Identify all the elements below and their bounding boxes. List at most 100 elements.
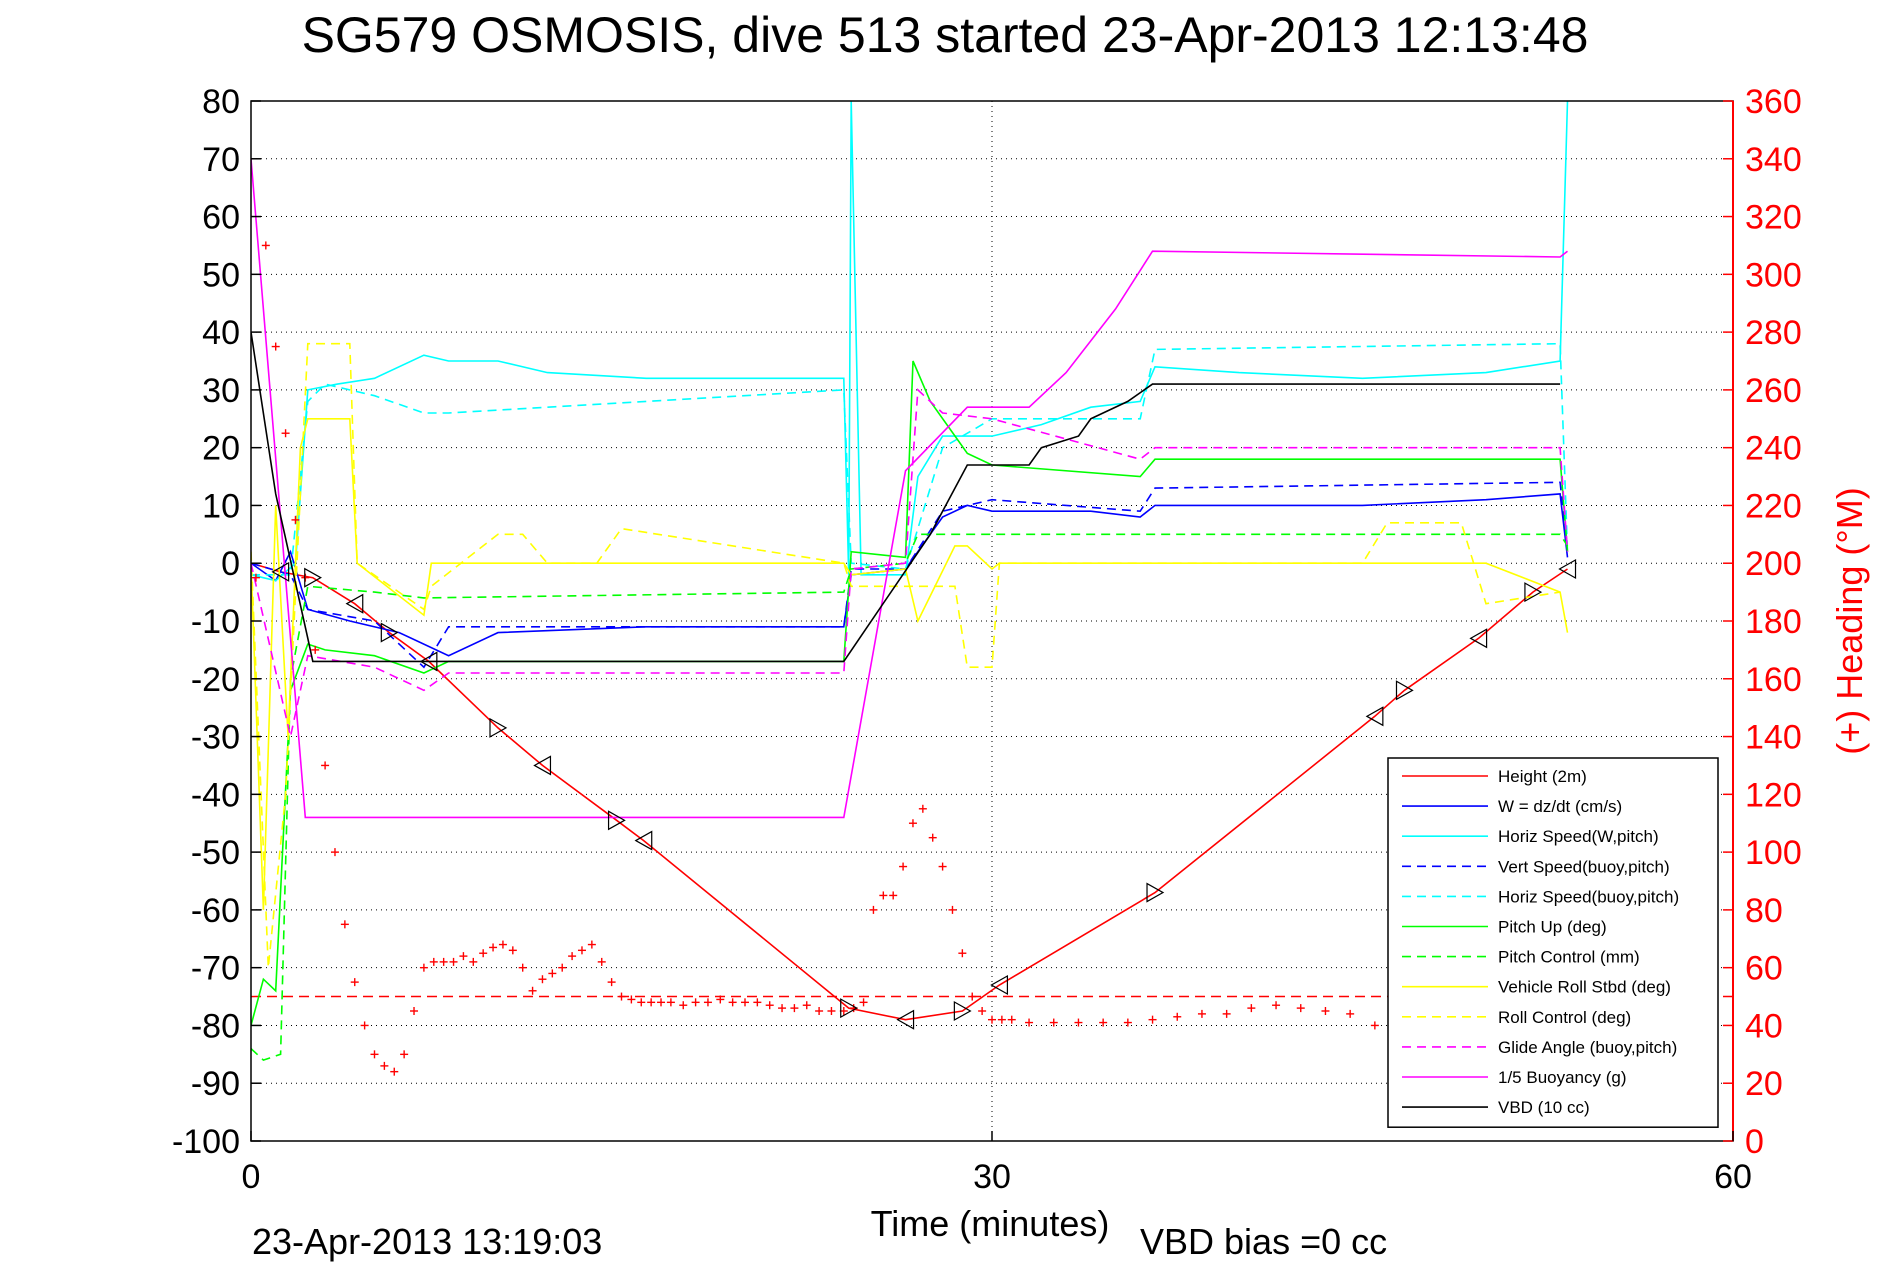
heading-point [311,645,320,654]
heading-point [607,978,616,987]
y-right-tick-label: 280 [1745,314,1802,352]
axis-ticks: 80706050403020100-10-20-30-40-50-60-70-8… [172,83,1802,1196]
heading-point [765,1001,774,1010]
heading-point [1296,1004,1305,1013]
heading-point [1222,1009,1231,1018]
y-right-tick-label: 180 [1745,603,1802,641]
depth-marker [271,561,290,582]
heading-point [968,992,977,1001]
legend-label: Vert Speed(buoy,pitch) [1498,857,1670,876]
series-line-2 [251,101,1569,582]
depth-marker [533,755,552,776]
series-line-10 [251,158,1568,819]
heading-point [1074,1018,1083,1027]
y-left-tick-label: -60 [191,892,240,930]
heading-point [568,952,577,961]
depth-marker [953,1000,972,1022]
heading-point [498,940,507,949]
heading-point [1007,1015,1016,1024]
depth-marker [1558,558,1577,580]
y-right-tick-label: 100 [1745,834,1802,872]
heading-point [390,1067,399,1076]
legend-label: Glide Angle (buoy,pitch) [1498,1038,1677,1057]
y-left-tick-label: -100 [172,1123,240,1161]
y-left-tick-label: 30 [202,372,240,410]
depth-marker [1146,882,1165,903]
y-right-tick-label: 140 [1745,719,1802,757]
depth-marker [1365,706,1384,727]
depth-marker [1524,582,1543,603]
heading-point [1272,1001,1281,1010]
heading-point [1346,1009,1355,1018]
depth-marker [1469,628,1488,649]
y-left-tick-label: -10 [191,603,240,641]
heading-point [741,998,749,1007]
heading-point [978,1007,987,1015]
heading-point [528,986,537,995]
heading-point [597,957,606,966]
heading-point [1247,1004,1256,1013]
y-right-tick-label: 160 [1745,661,1802,699]
y-right-tick-label: 320 [1745,199,1802,237]
heading-point [879,891,888,900]
heading-point [538,975,547,984]
depth-marker [634,830,653,851]
heading-point [419,963,428,972]
y-left-tick-label: -20 [191,661,240,699]
heading-point [1370,1021,1379,1030]
series-line-8 [251,342,1561,968]
depth-marker [990,974,1009,996]
depth-marker [304,567,322,588]
footer-vbd-bias: VBD bias =0 cc [1140,1221,1387,1262]
y-right-tick-label: 300 [1745,256,1802,294]
y-right-tick-label: 80 [1745,892,1783,930]
series-line-6 [251,533,1569,1062]
heading-point [657,998,666,1007]
heading-point [330,848,339,857]
heading-point [753,998,762,1007]
heading-point [679,1001,688,1010]
heading-point [1123,1018,1132,1027]
heading-point [988,1015,996,1024]
heading-point [271,342,280,351]
heading-point [1321,1007,1330,1015]
heading-point [859,998,868,1007]
y-right-tick-label: 360 [1745,83,1802,121]
y-left-tick-label: 50 [202,256,240,294]
y-right-tick-label: 240 [1745,430,1802,468]
legend-label: VBD (10 cc) [1498,1098,1590,1117]
y-left-tick-label: 70 [202,141,240,179]
legend-label: 1/5 Buoyancy (g) [1498,1068,1627,1087]
depth-marker [607,810,626,831]
heading-point [291,515,300,524]
heading-point [802,1001,811,1010]
heading-point [360,1021,369,1030]
heading-point [429,957,438,966]
heading-point [380,1061,389,1070]
heading-point [997,1015,1006,1024]
y-left-tick-label: 40 [202,314,240,352]
series-line-0 [251,562,1568,1021]
y-left-tick-label: -40 [191,776,240,814]
legend-label: Horiz Speed(W,pitch) [1498,827,1659,846]
heading-point [340,920,349,929]
heading-point [1049,1018,1058,1027]
y-right-tick-label: 220 [1745,487,1802,525]
heading-point [889,891,898,900]
heading-point [938,862,947,871]
heading-point [627,995,636,1004]
footer-timestamp: 23-Apr-2013 13:19:03 [252,1221,602,1262]
heading-point [617,992,626,1001]
legend-label: Pitch Up (deg) [1498,918,1607,937]
y-right-tick-label: 120 [1745,776,1802,814]
heading-point [261,241,270,250]
y-left-tick-label: -50 [191,834,240,872]
heading-point [899,862,908,871]
series-line-5 [251,360,1569,1026]
heading-point [778,1004,787,1013]
depth-marker [380,622,399,643]
heading-point [321,761,330,770]
heading-point [1173,1012,1182,1021]
heading-point [548,969,557,978]
